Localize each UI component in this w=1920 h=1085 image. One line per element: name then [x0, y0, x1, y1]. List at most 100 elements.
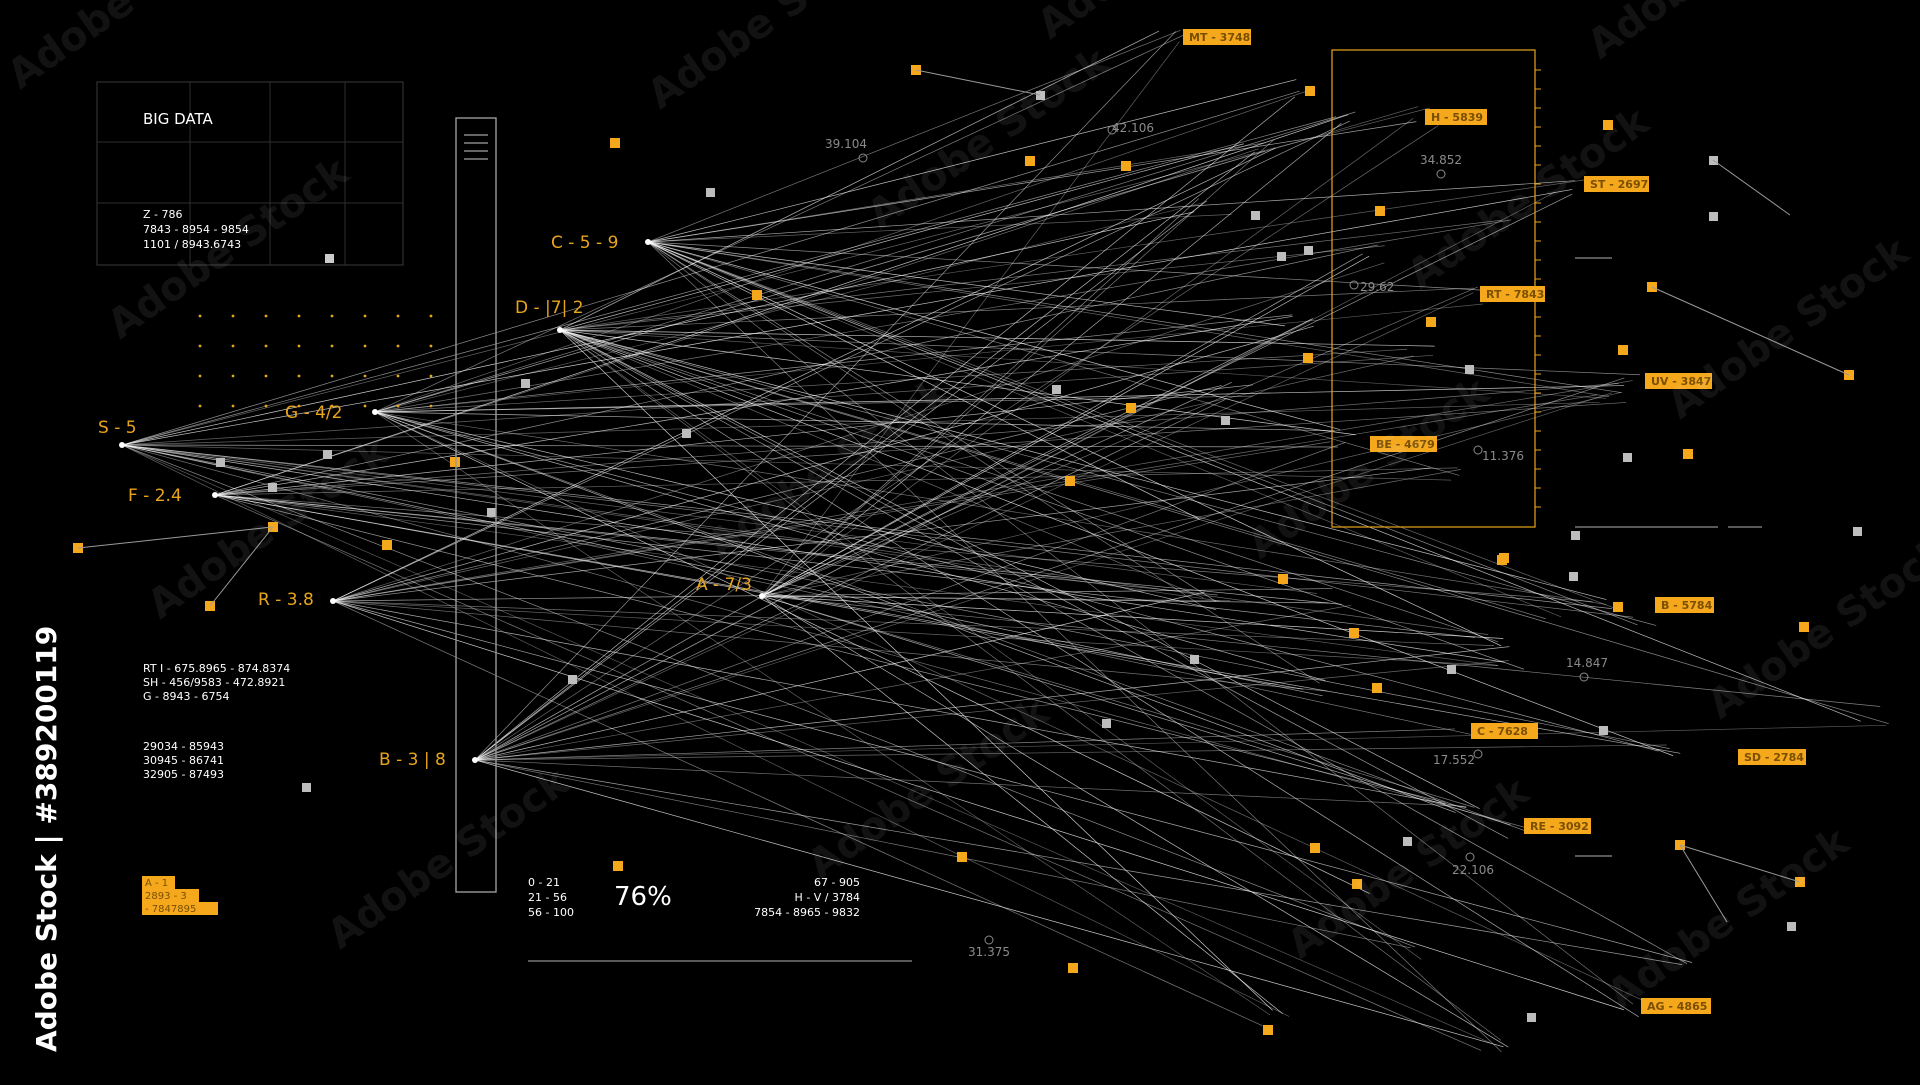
svg-text:UV - 3847: UV - 3847 [1651, 375, 1711, 388]
watermark-text: Adobe Stock [639, 0, 898, 118]
data-point-square[interactable] [216, 458, 225, 467]
connection-line [474, 200, 1207, 761]
target-tag[interactable]: MT - 3748 [1183, 29, 1251, 45]
data-point-square[interactable] [1447, 665, 1456, 674]
watermark-text: Adobe Stock [0, 0, 258, 98]
data-point-square[interactable] [1497, 555, 1507, 565]
data-point-square[interactable] [1623, 453, 1632, 462]
data-point-square[interactable] [1603, 120, 1613, 130]
data-point-square[interactable] [1527, 1013, 1536, 1022]
connection-line [761, 286, 1478, 597]
target-tag[interactable]: H - 5839 [1425, 109, 1487, 125]
connection-line [332, 600, 1263, 1027]
data-point-square[interactable] [568, 675, 577, 684]
data-point-square[interactable] [521, 379, 530, 388]
data-point-square[interactable] [682, 429, 691, 438]
connection-line [559, 329, 1657, 626]
connection-line [647, 241, 1502, 647]
data-point-square[interactable] [1277, 252, 1286, 261]
data-point-square[interactable] [1465, 365, 1474, 374]
target-tag[interactable]: BE - 4679 [1370, 436, 1437, 452]
connection-line [647, 241, 1562, 618]
svg-text:7854 - 8965 - 9832: 7854 - 8965 - 9832 [754, 906, 860, 919]
data-point-square[interactable] [1121, 161, 1131, 171]
data-point-square[interactable] [610, 138, 620, 148]
data-point-square[interactable] [1068, 963, 1078, 973]
data-point-square[interactable] [1375, 206, 1385, 216]
target-tag[interactable]: RE - 3092 [1524, 818, 1591, 834]
target-tag[interactable]: SD - 2784 [1738, 749, 1806, 765]
data-point-square[interactable] [1372, 683, 1382, 693]
data-point-square[interactable] [1403, 837, 1412, 846]
data-point-square[interactable] [1025, 156, 1035, 166]
target-tag[interactable]: RT - 7843 [1480, 286, 1545, 302]
data-point-square[interactable] [1853, 527, 1862, 536]
grid-dot [264, 344, 268, 348]
source-node[interactable] [330, 598, 336, 604]
target-tag[interactable]: ST - 2697 [1584, 176, 1649, 192]
data-point-square[interactable] [1263, 1025, 1273, 1035]
watermark-text: Adobe Stock [319, 758, 578, 959]
connection-line [647, 29, 1181, 243]
data-point-square[interactable] [1683, 449, 1693, 459]
connection-line [474, 759, 1504, 1048]
data-point-square[interactable] [1349, 628, 1359, 638]
data-point-square[interactable] [1102, 719, 1111, 728]
connection-line [647, 241, 1861, 722]
source-node[interactable] [212, 492, 218, 498]
data-point-square[interactable] [323, 450, 332, 459]
data-point-square[interactable] [1221, 416, 1230, 425]
data-point-square[interactable] [1303, 353, 1313, 363]
data-point-square[interactable] [1571, 531, 1580, 540]
data-point-square[interactable] [957, 852, 967, 862]
data-point-square[interactable] [1036, 91, 1045, 100]
connector-line [1712, 159, 1791, 216]
grid-dot [396, 404, 400, 408]
data-point-square[interactable] [1426, 317, 1436, 327]
data-point-square[interactable] [1569, 572, 1578, 581]
data-point-square[interactable] [1787, 922, 1796, 931]
source-node[interactable] [472, 757, 478, 763]
measurement: 42.106 [1107, 121, 1154, 135]
data-point-square[interactable] [1352, 879, 1362, 889]
data-point-square[interactable] [1310, 843, 1320, 853]
data-point-square[interactable] [1190, 655, 1199, 664]
data-point-square[interactable] [1304, 246, 1313, 255]
connection-line [474, 591, 1205, 761]
grid-dot [264, 314, 268, 318]
connection-line [374, 411, 1607, 605]
data-point-square[interactable] [706, 188, 715, 197]
data-point-square[interactable] [1278, 574, 1288, 584]
data-point-square[interactable] [1065, 476, 1075, 486]
source-node[interactable] [372, 409, 378, 415]
svg-text:MT - 3748: MT - 3748 [1189, 31, 1250, 44]
data-point-square[interactable] [382, 540, 392, 550]
source-node[interactable] [645, 239, 651, 245]
data-point-square[interactable] [1126, 403, 1136, 413]
data-point-square[interactable] [1052, 385, 1061, 394]
source-node[interactable] [557, 327, 563, 333]
data-point-square[interactable] [302, 783, 311, 792]
source-node[interactable] [119, 442, 125, 448]
target-tag[interactable]: UV - 3847 [1645, 373, 1712, 389]
connection-line [559, 287, 1474, 331]
scale-bar-frame[interactable] [455, 117, 497, 893]
vertical-scale-bar[interactable] [455, 117, 497, 893]
data-point-square[interactable] [1599, 726, 1608, 735]
data-point-square[interactable] [1618, 345, 1628, 355]
source-node[interactable] [759, 593, 765, 599]
data-point-square[interactable] [487, 508, 496, 517]
connection-line [374, 411, 1659, 752]
data-point-square[interactable] [1709, 212, 1718, 221]
data-point-square[interactable] [450, 457, 460, 467]
data-point-square[interactable] [752, 290, 762, 300]
target-tag[interactable]: AG - 4865 [1641, 998, 1711, 1014]
data-point-square[interactable] [1613, 602, 1623, 612]
target-tag[interactable]: C - 7628 [1471, 723, 1538, 739]
data-point-square[interactable] [613, 861, 623, 871]
data-point-square[interactable] [268, 483, 277, 492]
target-tag[interactable]: B - 5784 [1655, 597, 1714, 613]
data-point-square[interactable] [1799, 622, 1809, 632]
data-point-square[interactable] [1251, 211, 1260, 220]
data-point-square[interactable] [1305, 86, 1315, 96]
